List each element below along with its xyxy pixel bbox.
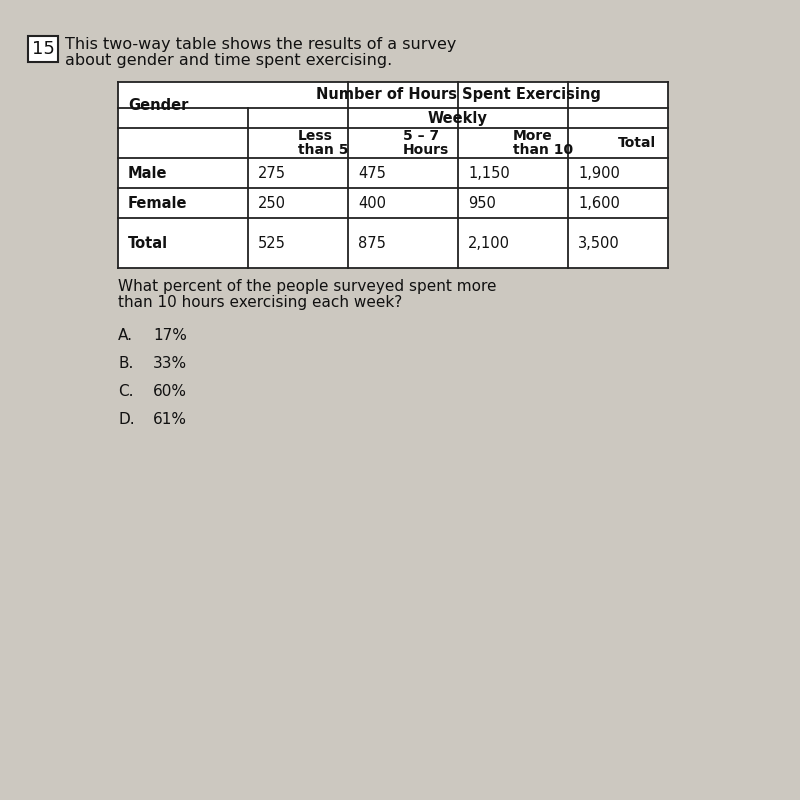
Text: 1,900: 1,900 [578,166,620,181]
Bar [28,36,58,62]
Text: C.: C. [118,383,134,398]
Text: Weekly: Weekly [428,110,488,126]
Text: 15: 15 [31,40,54,58]
Text: A.: A. [118,327,133,342]
Text: 400: 400 [358,195,386,210]
Text: What percent of the people surveyed spent more: What percent of the people surveyed spen… [118,278,497,294]
Text: 60%: 60% [153,383,187,398]
Text: 475: 475 [358,166,386,181]
Text: 875: 875 [358,235,386,250]
Text: Number of Hours Spent Exercising: Number of Hours Spent Exercising [315,87,601,102]
Text: than 10: than 10 [513,143,573,157]
Text: 525: 525 [258,235,286,250]
Text: Less: Less [298,129,333,143]
Text: Female: Female [128,195,187,210]
Text: More: More [513,129,553,143]
Text: than 10 hours exercising each week?: than 10 hours exercising each week? [118,295,402,310]
Text: about gender and time spent exercising.: about gender and time spent exercising. [65,53,392,67]
Text: 250: 250 [258,195,286,210]
Text: This two-way table shows the results of a survey: This two-way table shows the results of … [65,38,456,53]
Text: 5 – 7: 5 – 7 [403,129,439,143]
Text: D.: D. [118,411,134,426]
Text: 61%: 61% [153,411,187,426]
Text: 33%: 33% [153,355,187,370]
Text: Total: Total [618,136,656,150]
Text: 1,600: 1,600 [578,195,620,210]
Text: B.: B. [118,355,134,370]
Text: 3,500: 3,500 [578,235,620,250]
Text: Gender: Gender [128,98,188,113]
Text: 2,100: 2,100 [468,235,510,250]
Text: 950: 950 [468,195,496,210]
Text: Total: Total [128,235,168,250]
Text: Male: Male [128,166,167,181]
Bar [118,82,668,268]
Text: than 5: than 5 [298,143,349,157]
Text: 17%: 17% [153,327,187,342]
Text: 1,150: 1,150 [468,166,510,181]
Text: Hours: Hours [403,143,450,157]
Text: 275: 275 [258,166,286,181]
